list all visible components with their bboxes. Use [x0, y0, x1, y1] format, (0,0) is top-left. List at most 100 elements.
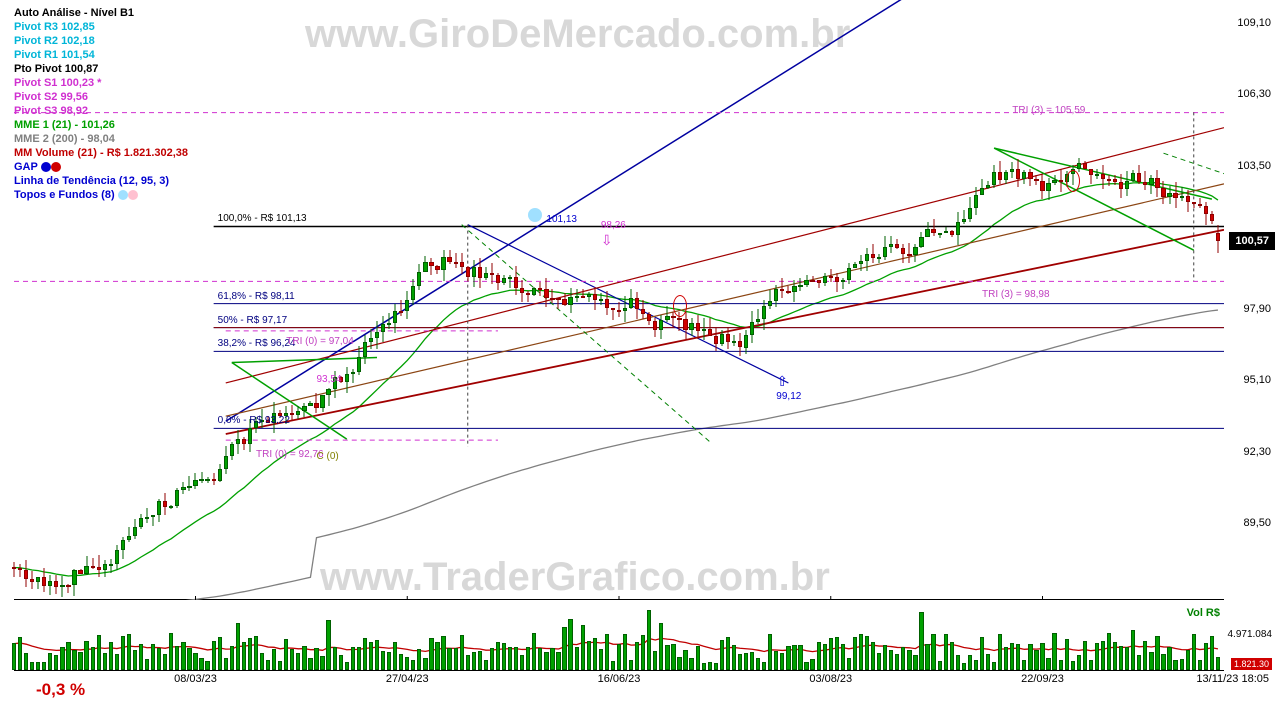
volume-bar: [1101, 641, 1105, 670]
candle-body: [1004, 172, 1008, 180]
volume-bar: [1107, 633, 1111, 670]
candle-body: [938, 233, 942, 235]
volume-bar: [702, 663, 706, 670]
volume-bar: [363, 638, 367, 670]
marker-label: 98,26: [601, 220, 626, 231]
volume-bar: [514, 647, 518, 670]
candle-body: [212, 479, 216, 481]
volume-bar: [447, 648, 451, 670]
candle-body: [871, 254, 875, 258]
candle-wick: [1181, 187, 1182, 201]
candle-body: [647, 314, 651, 320]
volume-bar: [1173, 660, 1177, 670]
highlight-ellipse: [673, 295, 687, 317]
candle-body: [490, 273, 494, 275]
volume-bar: [931, 634, 935, 670]
volume-bar: [1131, 630, 1135, 670]
candle-body: [1101, 174, 1105, 179]
volume-bar: [97, 635, 101, 670]
volume-bar: [738, 654, 742, 670]
candle-body: [726, 334, 730, 342]
candle-body: [635, 298, 639, 309]
volume-bar: [278, 661, 282, 670]
candle-body: [792, 286, 796, 292]
candle-body: [568, 297, 572, 305]
volume-bar: [817, 642, 821, 670]
candle-body: [484, 273, 488, 279]
volume-bar: [575, 647, 579, 670]
candle-body: [127, 536, 131, 540]
volume-bar: [1089, 660, 1093, 670]
volume-bar: [889, 650, 893, 670]
volume-bar: [78, 652, 82, 670]
candle-body: [460, 262, 464, 266]
volume-bar: [212, 641, 216, 670]
candle-body: [665, 316, 669, 319]
candle-wick: [352, 369, 353, 383]
candle-body: [859, 261, 863, 264]
candle-body: [1095, 174, 1099, 176]
candle-body: [387, 323, 391, 325]
volume-bar: [345, 662, 349, 670]
volume-bar: [496, 642, 500, 670]
volume-bar: [1040, 643, 1044, 670]
volume-bar: [320, 656, 324, 670]
volume-bar: [968, 655, 972, 670]
volume-bar: [568, 619, 572, 670]
candle-body: [357, 357, 361, 372]
y-tick: 109,10: [1237, 17, 1271, 29]
candle-body: [248, 428, 252, 444]
volume-bar: [1028, 644, 1032, 670]
volume-bar: [696, 646, 700, 670]
volume-bar: [308, 658, 312, 670]
candle-body: [447, 257, 451, 261]
y-tick: 103,50: [1237, 160, 1271, 172]
candle-body: [417, 272, 421, 286]
candle-body: [115, 550, 119, 564]
candle-body: [320, 395, 324, 407]
candle-body: [441, 257, 445, 270]
volume-bar: [925, 644, 929, 670]
volume-bar: [623, 634, 627, 670]
volume-bar: [490, 648, 494, 670]
volume-bar: [611, 661, 615, 670]
volume-bar: [689, 658, 693, 670]
candle-body: [314, 403, 318, 408]
candle-body: [538, 288, 542, 290]
volume-bar: [665, 645, 669, 670]
candle-body: [514, 277, 518, 288]
volume-bar: [581, 625, 585, 670]
candle-body: [411, 286, 415, 300]
candle-body: [889, 244, 893, 247]
volume-bar: [532, 633, 536, 670]
current-price-badge: 100,57: [1229, 232, 1275, 250]
candle-body: [526, 293, 530, 295]
volume-chart[interactable]: Vol R$ 4.971.084 1.821.30: [14, 609, 1224, 671]
candle-body: [187, 486, 191, 488]
volume-bar: [1113, 642, 1117, 670]
volume-bar: [907, 650, 911, 670]
volume-bar: [30, 662, 34, 670]
candle-body: [218, 469, 222, 481]
highlight-ellipse: [1066, 170, 1080, 192]
tri-label: TRI (0) = 92,76: [256, 449, 324, 460]
candle-body: [18, 568, 22, 570]
candle-body: [60, 585, 64, 587]
candle-body: [847, 268, 851, 280]
price-chart[interactable]: 100,0% - R$ 101,1361,8% - R$ 98,1150% - …: [14, 0, 1224, 600]
volume-bar: [248, 638, 252, 670]
volume-bar: [302, 646, 306, 670]
candle-body: [508, 277, 512, 279]
volume-bar: [91, 647, 95, 670]
candle-body: [1161, 188, 1165, 197]
volume-bar: [683, 650, 687, 670]
volume-bar: [127, 634, 131, 670]
candle-body: [78, 570, 82, 573]
candle-wick: [1199, 198, 1200, 208]
marker-label: 93,54: [317, 374, 342, 385]
x-tick: 16/06/23: [598, 673, 641, 685]
candle-body: [302, 406, 306, 411]
candle-body: [91, 566, 95, 568]
candle-body: [1077, 163, 1081, 168]
candle-body: [72, 570, 76, 585]
